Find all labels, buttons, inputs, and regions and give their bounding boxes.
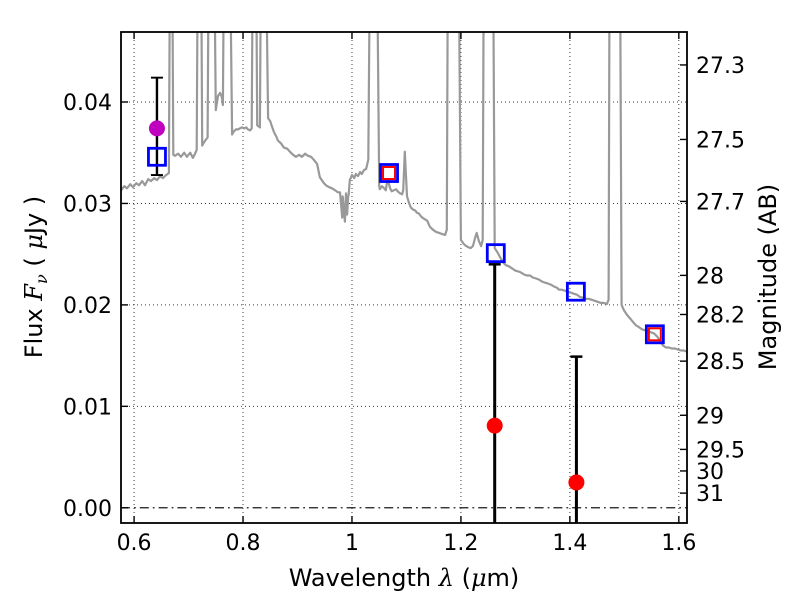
tick-labels: 0.6 0.8 1 1.2 1.4 1.6 0.00 0.01 0.02 0.03 0.04 27.3… <box>63 54 745 556</box>
x-tick-label: 1.4 <box>552 531 587 556</box>
mag-tick-label: 29.5 <box>696 438 745 463</box>
model-red-square <box>647 327 662 342</box>
mag-tick-label: 27.5 <box>696 128 745 153</box>
x-tick-label: 0.6 <box>117 531 152 556</box>
photometry-markers <box>147 120 665 491</box>
x-axis-label: Wavelength λ (μm) <box>289 564 520 592</box>
gridlines <box>121 32 687 523</box>
mag-tick-label: 28 <box>696 264 724 289</box>
y-tick-label: 0.01 <box>63 395 112 420</box>
model-blue-square <box>485 243 506 264</box>
observed-point-red <box>568 474 585 491</box>
model-blue-square <box>379 163 399 183</box>
mag-tick-label: 27.7 <box>696 190 745 215</box>
mag-tick-label: 30 <box>696 460 724 485</box>
observed-point-red <box>486 417 503 434</box>
mag-tick-label: 28.5 <box>696 350 745 375</box>
model-blue-square <box>147 146 167 167</box>
x-tick-label: 0.8 <box>226 531 261 556</box>
mag-tick-label: 31 <box>696 482 724 507</box>
x-tick-label: 1 <box>345 531 359 556</box>
mag-tick-label: 28.2 <box>696 303 745 328</box>
spectrum-line <box>121 32 687 353</box>
model-blue-square <box>644 324 665 345</box>
plot-border <box>120 31 688 524</box>
observed-point-magenta <box>148 120 165 137</box>
y-tick-label: 0.02 <box>63 294 112 319</box>
x-tick-label: 1.6 <box>661 531 696 556</box>
mag-tick-label: 27.3 <box>696 54 745 79</box>
model-blue-square <box>565 281 586 302</box>
y-tick-label: 0.04 <box>63 91 112 116</box>
model-spectrum-curve <box>121 32 687 353</box>
tick-marks <box>121 32 687 523</box>
y-tick-label: 0.00 <box>63 497 112 522</box>
mag-tick-label: 29 <box>696 404 724 429</box>
y-tick-label: 0.03 <box>63 192 112 217</box>
axes-spines <box>120 31 688 524</box>
y-axis-label-right: Magnitude (AB) <box>754 184 782 370</box>
x-tick-label: 1.2 <box>443 531 478 556</box>
y-axis-label-left: Flux Fν ( μJy ) <box>20 196 51 358</box>
model-red-square <box>382 166 397 181</box>
